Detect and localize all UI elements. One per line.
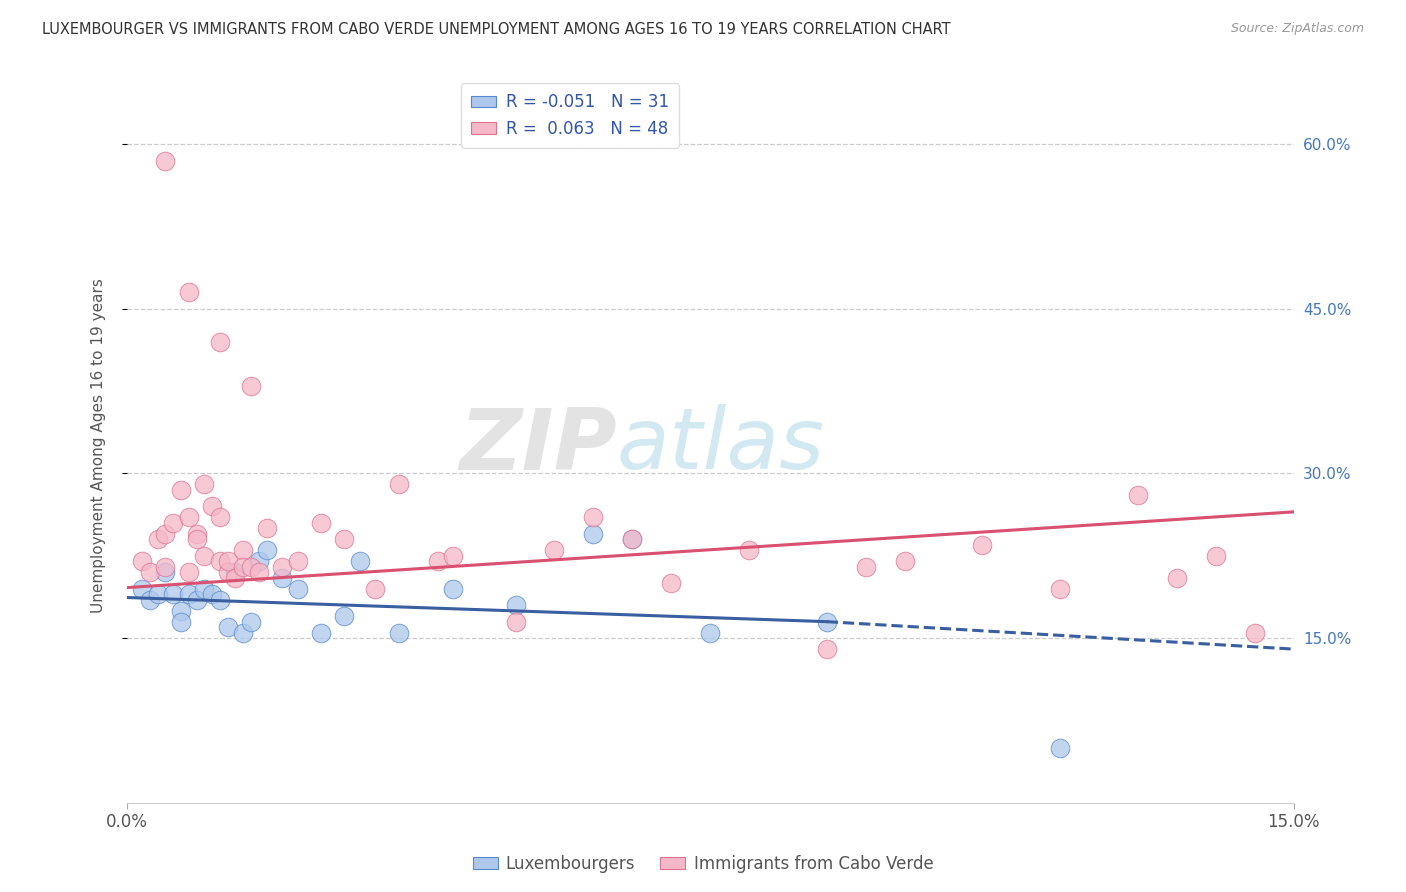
Point (441, 549, 464, 563)
Point (738, 543, 761, 558)
Point (582, 526, 605, 541)
Point (333, 609, 356, 624)
Point (155, 153, 177, 168)
Point (543, 543, 565, 558)
Point (815, 615, 838, 629)
Point (247, 566, 270, 580)
Point (155, 559, 177, 574)
Point (1205, 549, 1227, 563)
Point (505, 598, 527, 612)
Point (217, 554, 239, 568)
Point (240, 559, 263, 574)
Point (186, 592, 208, 607)
Point (232, 625, 254, 640)
Text: ZIP: ZIP (458, 404, 617, 488)
Point (177, 566, 200, 580)
Point (256, 521, 278, 535)
Point (972, 538, 994, 552)
Point (177, 510, 200, 524)
Point (146, 533, 169, 547)
Point (208, 334, 231, 349)
Point (217, 566, 239, 580)
Point (855, 559, 877, 574)
Point (162, 516, 184, 530)
Point (146, 587, 169, 601)
Point (232, 559, 254, 574)
Point (505, 615, 527, 629)
Point (131, 554, 153, 568)
Point (208, 510, 231, 524)
Point (1126, 488, 1149, 502)
Point (893, 554, 915, 568)
Point (426, 554, 449, 568)
Point (659, 576, 682, 591)
Point (309, 625, 332, 640)
Point (309, 516, 332, 530)
Point (1166, 571, 1188, 585)
Point (621, 533, 644, 547)
Point (155, 566, 177, 580)
Point (621, 533, 644, 547)
Point (208, 592, 231, 607)
Point (139, 592, 162, 607)
Point (240, 378, 263, 392)
Point (699, 625, 721, 640)
Point (217, 620, 239, 634)
Point (388, 477, 411, 491)
Point (170, 604, 193, 618)
Point (388, 625, 411, 640)
Text: Source: ZipAtlas.com: Source: ZipAtlas.com (1230, 22, 1364, 36)
Point (177, 285, 200, 300)
Point (271, 571, 294, 585)
Point (815, 642, 838, 657)
Point (271, 559, 294, 574)
Point (232, 543, 254, 558)
Point (1243, 625, 1265, 640)
Point (131, 582, 153, 596)
Point (193, 549, 215, 563)
Point (201, 500, 224, 514)
Point (240, 615, 263, 629)
Point (1049, 582, 1071, 596)
Point (224, 571, 246, 585)
Point (333, 533, 356, 547)
Point (155, 526, 177, 541)
Point (208, 554, 231, 568)
Point (441, 582, 464, 596)
Point (287, 582, 309, 596)
Legend: Luxembourgers, Immigrants from Cabo Verde: Luxembourgers, Immigrants from Cabo Verd… (465, 848, 941, 880)
Point (1049, 740, 1071, 755)
Point (247, 554, 270, 568)
Point (287, 554, 309, 568)
Y-axis label: Unemployment Among Ages 16 to 19 years: Unemployment Among Ages 16 to 19 years (91, 278, 105, 614)
Point (256, 543, 278, 558)
Legend: R = -0.051   N = 31, R =  0.063   N = 48: R = -0.051 N = 31, R = 0.063 N = 48 (461, 83, 679, 147)
Point (177, 587, 200, 601)
Point (162, 587, 184, 601)
Text: atlas: atlas (617, 404, 825, 488)
Point (139, 566, 162, 580)
Point (186, 526, 208, 541)
Point (186, 533, 208, 547)
Point (170, 615, 193, 629)
Point (193, 477, 215, 491)
Point (170, 483, 193, 497)
Point (582, 510, 605, 524)
Point (349, 554, 371, 568)
Point (364, 582, 387, 596)
Text: LUXEMBOURGER VS IMMIGRANTS FROM CABO VERDE UNEMPLOYMENT AMONG AGES 16 TO 19 YEAR: LUXEMBOURGER VS IMMIGRANTS FROM CABO VER… (42, 22, 950, 37)
Point (193, 582, 215, 596)
Point (224, 566, 246, 580)
Point (201, 587, 224, 601)
